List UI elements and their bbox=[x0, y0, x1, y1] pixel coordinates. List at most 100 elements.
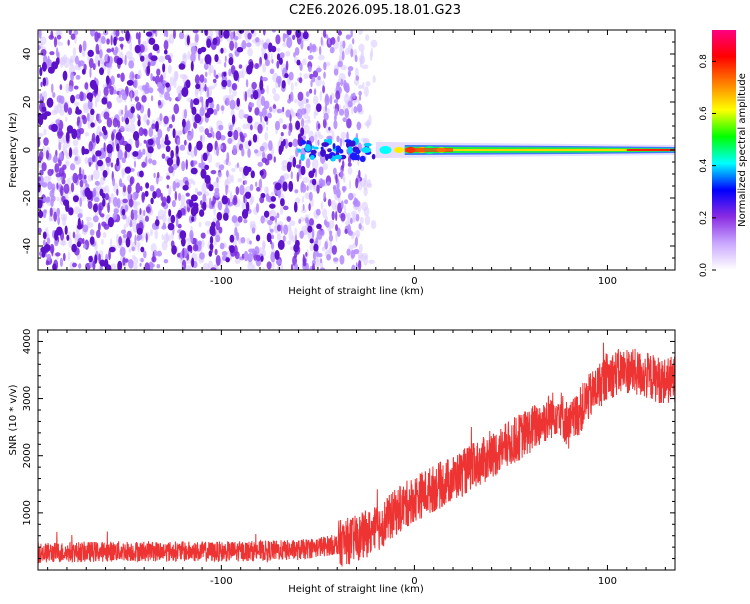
noise-blob bbox=[271, 234, 275, 240]
noise-blob-dark bbox=[186, 35, 190, 46]
noise-blob bbox=[308, 191, 313, 202]
noise-speck bbox=[215, 162, 219, 168]
noise-blob bbox=[57, 128, 63, 139]
noise-blob bbox=[185, 192, 190, 197]
noise-speck bbox=[163, 233, 170, 244]
noise-blob bbox=[134, 234, 137, 246]
noise-speck bbox=[192, 180, 196, 186]
noise-blob bbox=[201, 154, 204, 164]
noise-blob bbox=[92, 215, 99, 223]
noise-speck bbox=[101, 238, 104, 245]
noise-blob bbox=[163, 115, 169, 125]
noise-speck bbox=[241, 67, 245, 79]
noise-speck bbox=[344, 204, 347, 214]
noise-blob bbox=[177, 93, 182, 101]
noise-speck bbox=[60, 56, 66, 66]
noise-blob bbox=[311, 76, 316, 83]
noise-blob bbox=[243, 218, 248, 224]
noise-blob bbox=[323, 219, 328, 226]
noise-blob bbox=[108, 249, 111, 261]
noise-blob bbox=[318, 166, 324, 176]
signal-source-blob bbox=[313, 146, 319, 150]
noise-speck bbox=[164, 208, 167, 216]
noise-blob-dark bbox=[125, 117, 130, 125]
noise-blob-dark bbox=[270, 196, 277, 202]
noise-blob bbox=[243, 194, 246, 204]
snr-x-ticks: -100 0 100 bbox=[47, 330, 666, 587]
noise-blob bbox=[139, 262, 142, 267]
noise-blob bbox=[106, 38, 110, 45]
noise-blob-dark bbox=[75, 109, 82, 115]
noise-speck bbox=[158, 55, 165, 63]
noise-speck bbox=[162, 70, 166, 80]
noise-blob bbox=[239, 184, 245, 196]
noise-blob-dark bbox=[136, 227, 143, 235]
noise-blob bbox=[251, 248, 255, 257]
noise-blob bbox=[172, 180, 177, 192]
noise-blob-dark bbox=[121, 208, 126, 216]
noise-blob bbox=[95, 43, 100, 55]
noise-blob bbox=[56, 34, 62, 40]
noise-blob bbox=[112, 117, 119, 128]
noise-blob bbox=[94, 180, 100, 186]
noise-blob bbox=[337, 60, 343, 68]
noise-blob bbox=[119, 125, 125, 132]
noise-blob bbox=[149, 184, 155, 192]
noise-blob bbox=[183, 139, 187, 146]
noise-blob bbox=[141, 95, 147, 103]
noise-blob bbox=[46, 237, 51, 245]
noise-speck bbox=[209, 64, 214, 74]
noise-speck bbox=[149, 229, 153, 236]
noise-speck bbox=[264, 131, 268, 141]
noise-blob bbox=[331, 210, 335, 221]
noise-blob bbox=[160, 192, 163, 201]
noise-blob bbox=[118, 236, 123, 246]
noise-blob bbox=[342, 117, 348, 123]
noise-blob bbox=[262, 30, 266, 36]
noise-speck bbox=[143, 62, 146, 73]
noise-speck bbox=[237, 177, 243, 183]
noise-blob bbox=[43, 137, 49, 146]
noise-blob bbox=[208, 197, 212, 207]
noise-blob bbox=[228, 68, 232, 77]
noise-blob-dark bbox=[209, 224, 216, 236]
noise-blob-dark bbox=[212, 37, 218, 46]
noise-blob bbox=[141, 161, 147, 168]
noise-blob-dark bbox=[222, 212, 229, 221]
noise-speck bbox=[281, 165, 287, 172]
noise-blob bbox=[303, 108, 307, 114]
noise-speck bbox=[194, 187, 199, 194]
noise-blob bbox=[293, 52, 296, 58]
signal-source-blob bbox=[356, 154, 360, 161]
noise-blob bbox=[249, 240, 252, 245]
noise-blob bbox=[129, 71, 135, 83]
figure-title: C2E6.2026.095.18.01.G23 bbox=[289, 3, 461, 18]
noise-speck bbox=[303, 73, 309, 79]
noise-speck bbox=[300, 208, 307, 213]
noise-blob bbox=[124, 258, 129, 263]
noise-speck bbox=[357, 30, 363, 35]
noise-blob bbox=[230, 31, 234, 40]
noise-blob bbox=[143, 139, 147, 144]
noise-speck bbox=[276, 47, 281, 53]
signal-source-blob bbox=[324, 154, 333, 159]
noise-blob bbox=[209, 204, 213, 210]
noise-speck bbox=[202, 262, 210, 270]
spectrogram-y-tick-label: 20 bbox=[22, 96, 33, 109]
noise-blob-dark bbox=[152, 43, 160, 52]
noise-speck bbox=[301, 58, 307, 66]
noise-blob bbox=[38, 176, 41, 182]
noise-blob-dark bbox=[125, 237, 131, 248]
noise-blob-dark bbox=[163, 49, 168, 55]
noise-blob-dark bbox=[162, 63, 166, 73]
noise-blob bbox=[166, 175, 171, 180]
noise-speck bbox=[38, 132, 44, 138]
noise-blob bbox=[145, 206, 151, 214]
noise-blob-dark bbox=[68, 147, 73, 158]
snr-y-tick-label: 1000 bbox=[22, 500, 33, 525]
noise-blob bbox=[98, 113, 101, 125]
noise-blob bbox=[130, 90, 133, 102]
noise-blob-dark bbox=[307, 225, 313, 233]
noise-blob bbox=[135, 182, 141, 194]
noise-blob-dark bbox=[266, 232, 272, 243]
